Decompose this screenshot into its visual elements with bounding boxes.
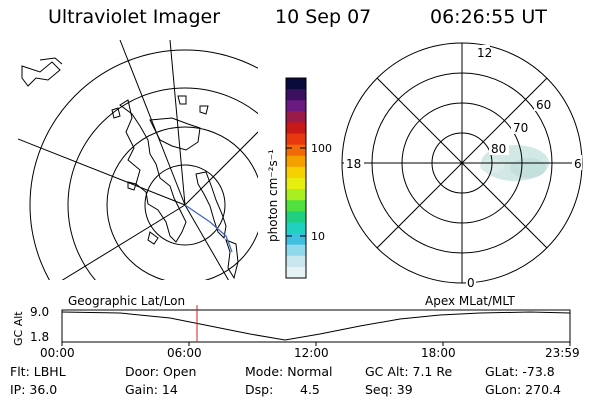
door-status: Door: Open	[125, 364, 197, 379]
glon-status: GLon: 270.4	[485, 382, 561, 397]
x-tick-1200: 12:00	[294, 346, 329, 360]
timeline: GC Alt	[12, 305, 571, 346]
colorbar-band	[286, 200, 306, 212]
x-tick-0000: 00:00	[40, 346, 75, 360]
timeline-axis-title: GC Alt	[12, 311, 25, 346]
mlt-label-0: 0	[467, 276, 475, 290]
lat-label-60: 60	[536, 98, 551, 112]
colorbar-band	[286, 211, 306, 223]
timeline-ymax: 9.0	[30, 305, 50, 319]
satellite-track	[184, 204, 233, 253]
longitude-lines	[18, 40, 258, 280]
instrument-title: Ultraviolet Imager	[48, 6, 221, 28]
observation-time: 06:26:55 UT	[430, 6, 547, 28]
lat-label-70: 70	[513, 121, 528, 135]
lat-label-80: 80	[491, 142, 506, 156]
colorbar-band	[286, 255, 306, 268]
colorbar-band	[286, 189, 306, 201]
ip-status: IP: 36.0	[10, 382, 58, 397]
colorbar-band	[286, 233, 306, 246]
x-tick-0600: 06:00	[167, 346, 202, 360]
colorbar-band	[286, 244, 306, 257]
coastline	[21, 57, 239, 280]
colorbar-band	[286, 122, 306, 135]
x-tick-1800: 18:00	[421, 346, 456, 360]
colorbar-band	[286, 78, 306, 90]
mode-status: Mode: Normal	[245, 364, 333, 379]
colorbar-unit-label: photon cm⁻²s⁻¹	[266, 149, 280, 242]
colorbar-band	[286, 266, 306, 279]
glat-status: GLat: -73.8	[485, 364, 555, 379]
mlt-label-6: 6	[574, 157, 582, 171]
seq-status: Seq: 39	[365, 382, 413, 397]
colorbar: 100 10 photon cm⁻²s⁻¹	[266, 77, 332, 279]
colorbar-band	[286, 166, 306, 179]
timeline-ymin: 1.8	[30, 330, 50, 344]
colorbar-band	[286, 111, 306, 123]
x-tick-2359: 23:59	[545, 346, 580, 360]
mlt-label-12: 12	[477, 46, 492, 60]
altitude-curve	[61, 311, 571, 341]
mlt-label-18: 18	[346, 157, 361, 171]
filter-status: Flt: LBHL	[10, 364, 66, 379]
colorbar-band	[286, 144, 306, 157]
colorbar-band	[286, 133, 306, 146]
polar-plot: 12 18 6 0 60 70 80	[341, 42, 583, 290]
colorbar-band	[286, 89, 306, 101]
colorbar-band	[286, 178, 306, 190]
colorbar-band	[286, 100, 306, 112]
colorbar-band	[286, 155, 306, 168]
colorbar-band	[286, 222, 306, 235]
apex-label: Apex MLat/MLT	[425, 294, 515, 308]
gc-alt-status: GC Alt: 7.1 Re	[365, 364, 453, 379]
geographic-map	[18, 40, 258, 280]
colorbar-tick-100: 100	[311, 142, 332, 155]
observation-date: 10 Sep 07	[275, 6, 372, 28]
geographic-label: Geographic Lat/Lon	[68, 294, 186, 308]
colorbar-tick-10: 10	[311, 230, 325, 243]
gain-status: Gain: 14	[125, 382, 178, 397]
dsp-value: 4.5	[300, 382, 320, 397]
latitude-circles	[29, 49, 258, 280]
dsp-label: Dsp:	[245, 382, 274, 397]
